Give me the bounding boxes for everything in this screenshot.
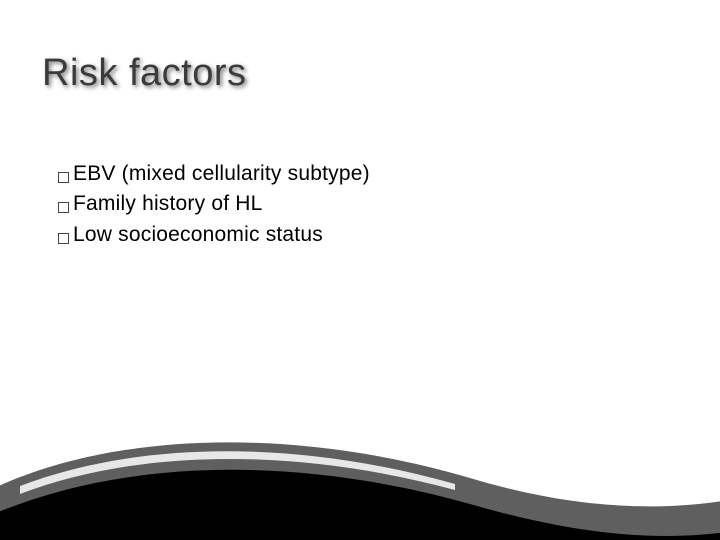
- list-item: Family history of HL: [58, 190, 680, 218]
- bullet-text: Family history of HL: [73, 190, 263, 218]
- bullet-text: Low socioeconomic status: [73, 221, 323, 249]
- list-item: EBV (mixed cellularity subtype): [58, 160, 680, 188]
- content-area: EBV (mixed cellularity subtype) Family h…: [58, 160, 680, 251]
- square-bullet-icon: [58, 202, 69, 213]
- slide: Risk factors EBV (mixed cellularity subt…: [0, 0, 720, 540]
- swoosh-top-layer: [0, 442, 720, 536]
- decorative-swoosh: [0, 390, 720, 540]
- bullet-text: EBV (mixed cellularity subtype): [73, 160, 370, 188]
- square-bullet-icon: [58, 172, 69, 183]
- list-item: Low socioeconomic status: [58, 221, 680, 249]
- square-bullet-icon: [58, 233, 69, 244]
- swoosh-gloss: [20, 451, 455, 494]
- swoosh-bottom-layer: [0, 458, 720, 540]
- page-title: Risk factors: [42, 52, 246, 95]
